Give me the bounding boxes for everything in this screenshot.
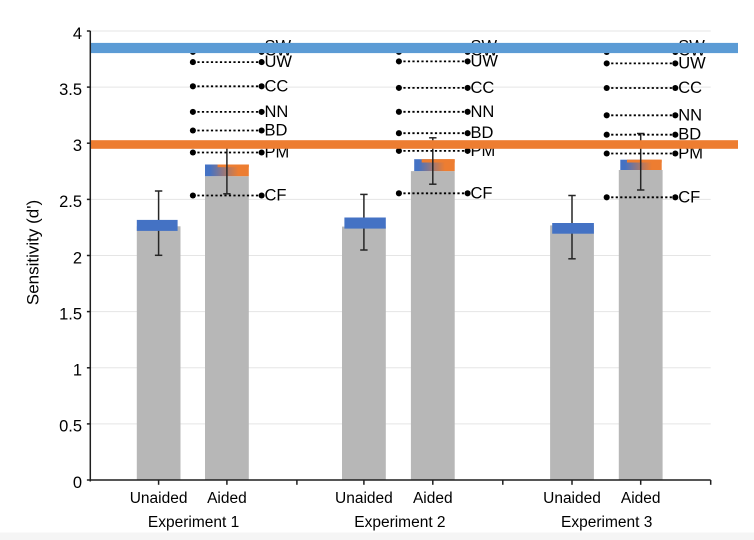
svg-text:4: 4 xyxy=(73,25,82,43)
svg-text:3.5: 3.5 xyxy=(59,81,82,99)
svg-text:Sensitivity (d'): Sensitivity (d') xyxy=(24,200,43,305)
svg-text:CC: CC xyxy=(471,79,495,97)
svg-text:CF: CF xyxy=(678,188,700,206)
svg-text:2.5: 2.5 xyxy=(59,193,82,211)
svg-text:CC: CC xyxy=(678,79,702,97)
svg-text:0: 0 xyxy=(73,474,82,492)
svg-text:Experiment 2: Experiment 2 xyxy=(354,514,445,531)
svg-text:NN: NN xyxy=(678,106,702,124)
svg-text:Experiment 3: Experiment 3 xyxy=(561,514,652,531)
svg-text:UW: UW xyxy=(471,52,499,70)
svg-text:Aided: Aided xyxy=(207,490,247,507)
svg-text:1.5: 1.5 xyxy=(59,305,82,323)
svg-text:NN: NN xyxy=(471,103,495,121)
svg-text:Unaided: Unaided xyxy=(335,490,393,507)
svg-text:Aided: Aided xyxy=(413,490,453,507)
svg-text:Unaided: Unaided xyxy=(543,490,601,507)
svg-text:PM: PM xyxy=(678,145,703,163)
svg-text:CC: CC xyxy=(265,77,289,95)
svg-text:1: 1 xyxy=(73,362,82,380)
svg-text:3: 3 xyxy=(73,137,82,155)
svg-text:BD: BD xyxy=(471,124,494,142)
svg-text:CF: CF xyxy=(265,187,287,205)
svg-text:0.5: 0.5 xyxy=(59,418,82,436)
svg-text:NN: NN xyxy=(265,103,289,121)
svg-text:CF: CF xyxy=(471,184,493,202)
svg-text:Unaided: Unaided xyxy=(130,490,188,507)
svg-text:UW: UW xyxy=(265,53,293,71)
svg-text:Aided: Aided xyxy=(621,490,661,507)
svg-text:UW: UW xyxy=(678,54,706,72)
svg-text:Experiment 1: Experiment 1 xyxy=(148,514,239,531)
svg-text:2: 2 xyxy=(73,249,82,267)
svg-text:BD: BD xyxy=(265,122,288,140)
svg-text:BD: BD xyxy=(678,126,701,144)
